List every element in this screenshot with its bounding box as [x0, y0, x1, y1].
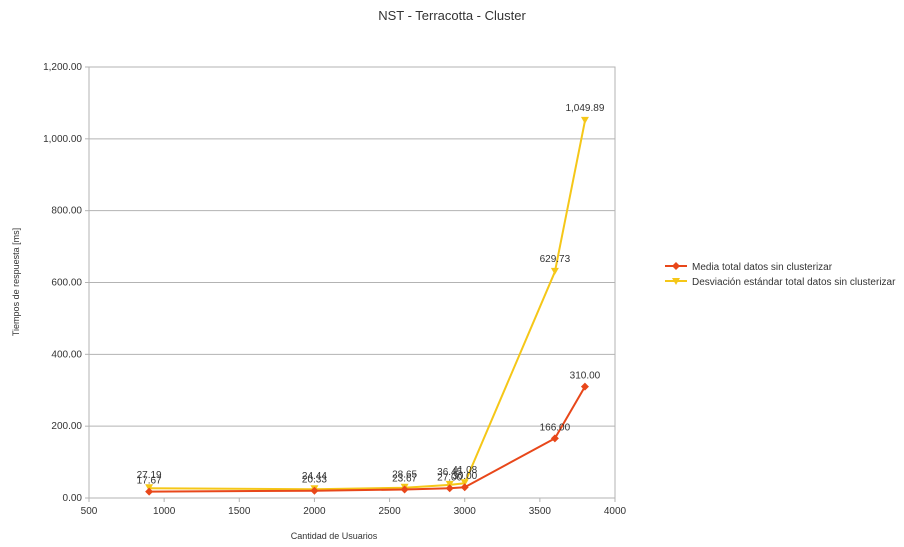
data-label: 23.67 — [392, 473, 417, 484]
y-tick-label: 200.00 — [51, 421, 82, 432]
axis-ticks: 0.00 200.00 400.00 600.00 800.00 1,000.00 1,20… — [43, 62, 626, 517]
data-point — [580, 116, 589, 124]
legend: Media total datos sin clusterizar Desvia… — [665, 262, 896, 288]
x-tick-label: 3000 — [454, 506, 477, 517]
data-point — [400, 485, 409, 494]
y-tick-label: 600.00 — [51, 278, 82, 289]
y-tick-label: 1,200.00 — [43, 62, 82, 73]
y-tick-label: 1,000.00 — [43, 134, 82, 145]
data-label: 20.33 — [302, 475, 327, 486]
data-label: 1,049.89 — [565, 103, 604, 114]
data-label: 36.45 — [437, 467, 462, 478]
data-point — [310, 486, 319, 495]
data-label: 27.19 — [137, 470, 162, 481]
data-point — [460, 479, 469, 487]
x-tick-label: 2000 — [303, 506, 326, 517]
data-point — [580, 382, 589, 391]
y-tick-label: 400.00 — [51, 349, 82, 360]
data-point — [145, 487, 154, 496]
y-tick-label: 800.00 — [51, 206, 82, 217]
legend-swatch-diamond-icon — [672, 262, 680, 270]
data-point — [445, 484, 454, 493]
x-tick-label: 4000 — [604, 506, 627, 517]
x-axis-label: Cantidad de Usuarios — [291, 531, 378, 541]
series-line-0 — [149, 386, 586, 493]
legend-swatch-triangle-icon — [672, 278, 680, 285]
data-point — [460, 483, 469, 492]
x-tick-label: 3500 — [529, 506, 552, 517]
data-label: 17.67 — [137, 476, 162, 487]
x-tick-label: 1000 — [153, 506, 176, 517]
data-label: 166.00 — [540, 422, 571, 433]
data-label: 27.00 — [437, 472, 462, 483]
x-tick-label: 1500 — [228, 506, 251, 517]
grid — [89, 138, 615, 427]
legend-entry-1: Desviación estándar total datos sin clus… — [692, 277, 896, 288]
data-label: 41.08 — [452, 465, 477, 476]
data-label: 28.65 — [392, 470, 417, 481]
data-label: 24.44 — [302, 471, 327, 482]
data-label: 629.73 — [540, 254, 571, 265]
data-label: 30.00 — [452, 471, 477, 482]
series-line-1 — [149, 120, 586, 491]
series-group — [145, 116, 589, 496]
y-tick-label: 0.00 — [63, 493, 83, 504]
chart-title: NST - Terracotta - Cluster — [378, 8, 526, 23]
data-point — [550, 267, 559, 275]
x-tick-label: 500 — [81, 506, 98, 517]
y-axis-label: Tiempos de respuesta [ms] — [11, 228, 21, 336]
data-label: 310.00 — [570, 371, 601, 382]
data-point — [550, 434, 559, 443]
x-tick-label: 2500 — [378, 506, 401, 517]
legend-entry-0: Media total datos sin clusterizar — [692, 262, 833, 273]
